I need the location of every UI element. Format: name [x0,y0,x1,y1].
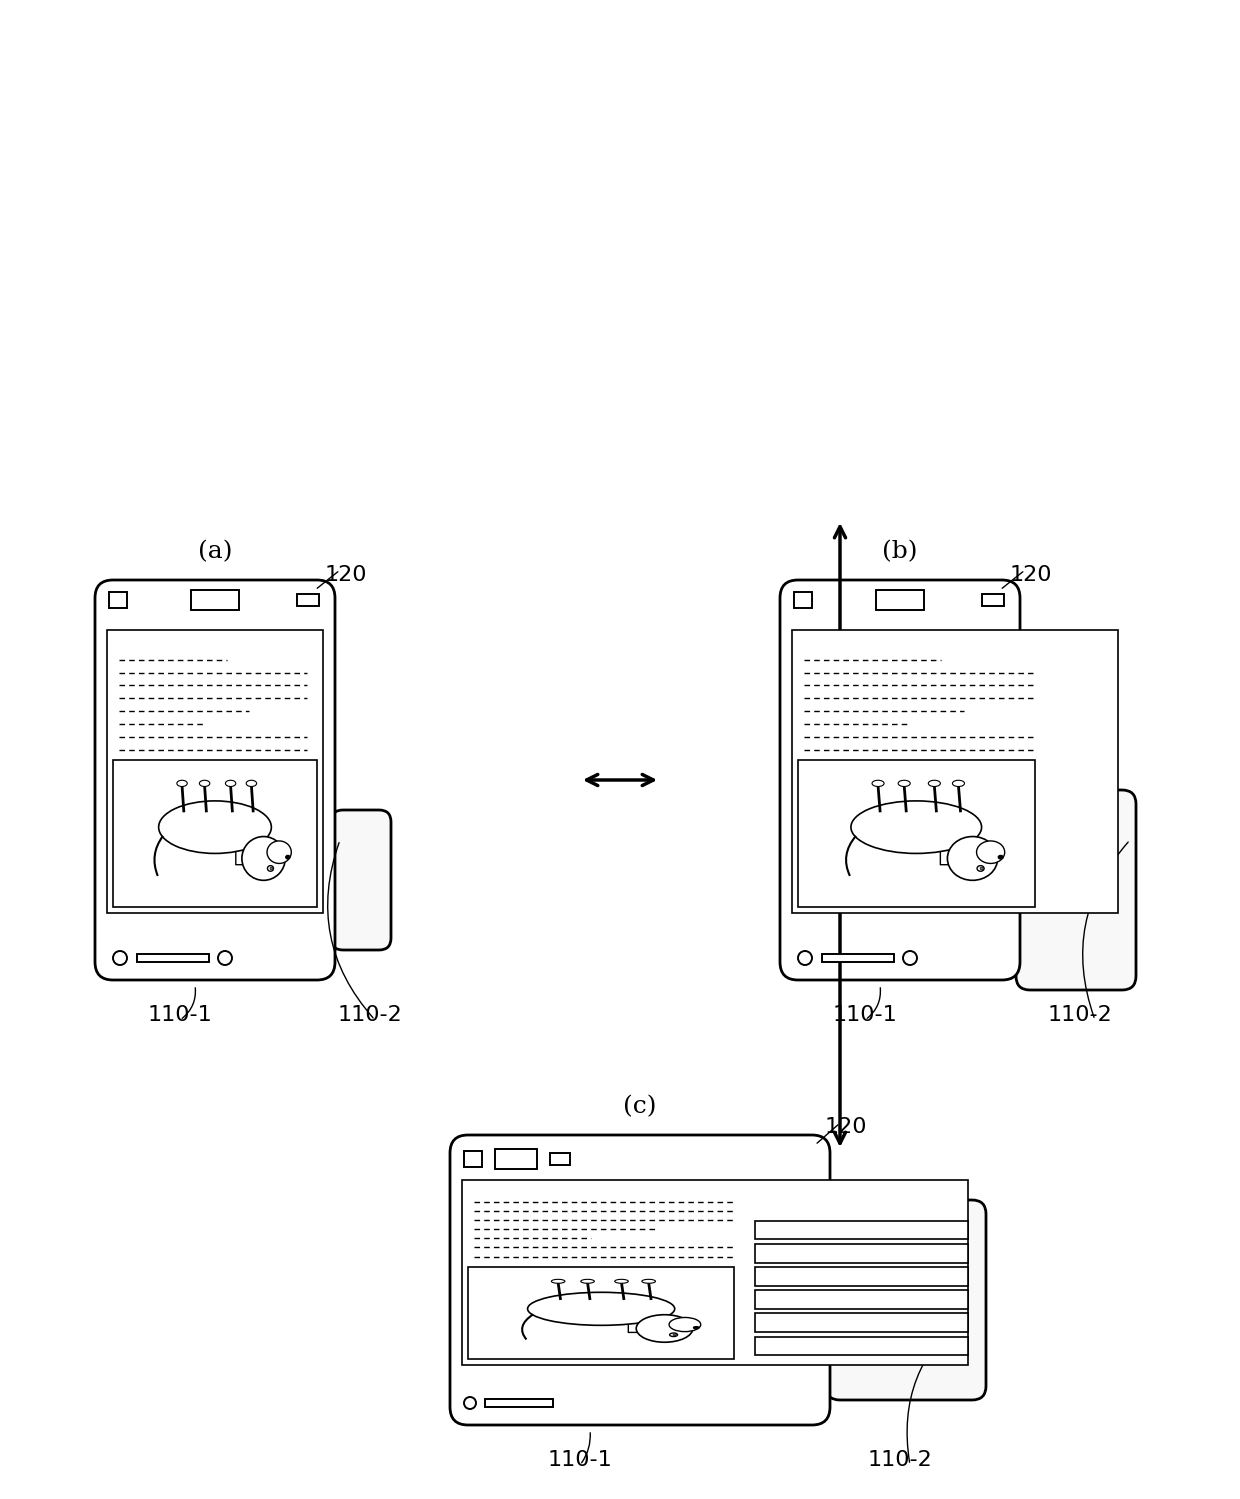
Ellipse shape [268,865,274,871]
Circle shape [113,950,126,965]
FancyBboxPatch shape [95,580,335,980]
FancyBboxPatch shape [629,1313,653,1333]
Ellipse shape [242,836,285,880]
Ellipse shape [270,868,273,869]
Ellipse shape [642,1279,656,1283]
Bar [467,1267,734,1360]
Ellipse shape [952,781,965,787]
Bar [113,760,317,907]
Bar [107,630,322,913]
Ellipse shape [977,865,985,871]
Text: (b): (b) [882,540,918,564]
Text: 110-2: 110-2 [1048,1004,1112,1025]
Bar [755,1291,968,1309]
Circle shape [903,950,918,965]
Bar [982,594,1004,606]
Bar [755,1337,968,1355]
Bar [136,953,210,962]
FancyBboxPatch shape [236,833,255,865]
Bar [463,1180,968,1366]
Bar [191,591,239,610]
Bar [755,1244,968,1262]
Bar [109,592,126,609]
Ellipse shape [285,856,290,859]
Ellipse shape [872,781,884,787]
Ellipse shape [177,781,187,787]
Ellipse shape [670,1318,701,1331]
Bar [794,592,812,609]
Text: 110-1: 110-1 [548,1450,613,1471]
Text: 110-2: 110-2 [868,1450,932,1471]
Text: 110-2: 110-2 [337,1004,402,1025]
Text: 120: 120 [1011,565,1053,585]
Text: 110-1: 110-1 [148,1004,212,1025]
Bar [875,591,924,610]
Ellipse shape [670,1333,677,1337]
Bar [755,1267,968,1286]
Circle shape [218,950,232,965]
Bar [551,1153,570,1165]
Bar [298,594,319,606]
Bar [495,1150,537,1169]
Ellipse shape [200,781,210,787]
Bar [755,1313,968,1333]
Ellipse shape [226,781,236,787]
FancyBboxPatch shape [940,833,962,865]
Ellipse shape [527,1292,675,1325]
Ellipse shape [580,1279,594,1283]
Bar [464,1151,482,1168]
Ellipse shape [998,856,1003,859]
Bar [485,1399,553,1408]
Ellipse shape [159,800,272,853]
FancyBboxPatch shape [780,580,1021,980]
Ellipse shape [947,836,998,880]
Text: 110-1: 110-1 [832,1004,898,1025]
FancyBboxPatch shape [450,1135,830,1426]
Text: (a): (a) [197,540,232,564]
Bar [792,630,1118,913]
Circle shape [799,950,812,965]
FancyBboxPatch shape [1016,790,1136,989]
Text: 120: 120 [325,565,367,585]
Ellipse shape [898,781,910,787]
Ellipse shape [673,1334,676,1336]
Ellipse shape [552,1279,565,1283]
Bar [755,1220,968,1240]
Bar [822,953,894,962]
FancyBboxPatch shape [826,1201,986,1400]
Ellipse shape [693,1327,699,1330]
Ellipse shape [636,1315,693,1342]
Circle shape [464,1397,476,1409]
FancyBboxPatch shape [331,809,391,950]
Ellipse shape [247,781,257,787]
Text: (c): (c) [624,1094,657,1118]
Bar [799,760,1034,907]
Ellipse shape [267,841,291,863]
Ellipse shape [615,1279,629,1283]
Ellipse shape [980,868,983,869]
Ellipse shape [851,800,982,853]
Text: 120: 120 [825,1117,868,1138]
Ellipse shape [977,841,1004,863]
Ellipse shape [929,781,940,787]
